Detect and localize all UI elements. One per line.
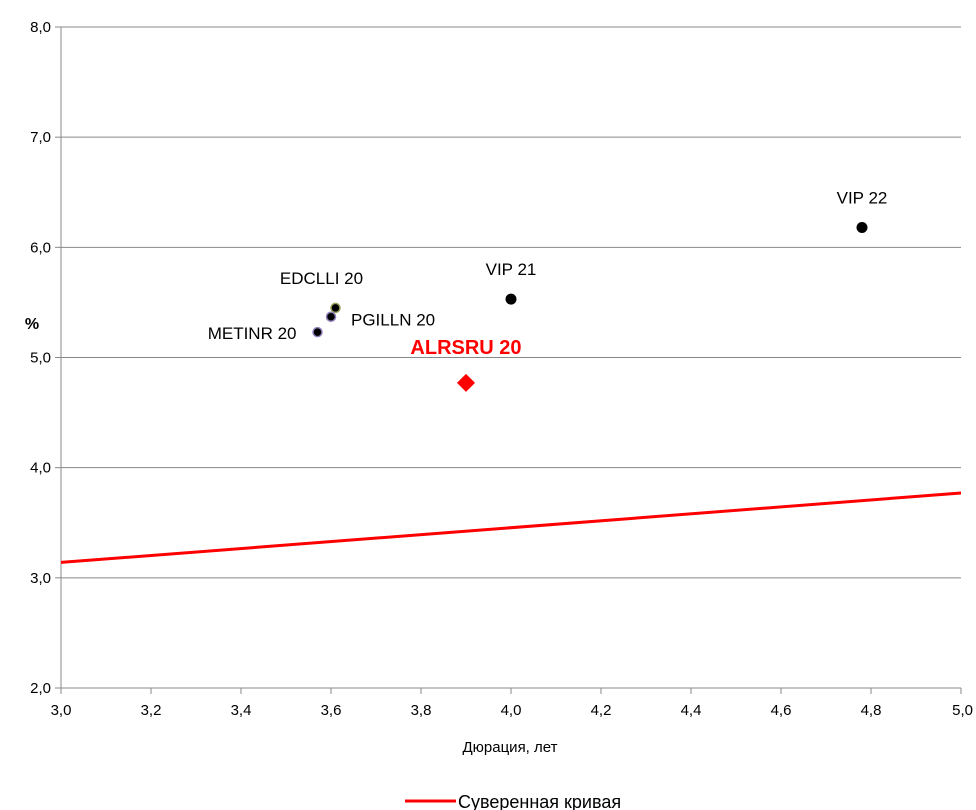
- point-label-vip-22: VIP 22: [837, 189, 888, 208]
- x-tick-label: 3,2: [141, 702, 162, 719]
- y-tick-label: 5,0: [30, 350, 51, 367]
- x-tick-label: 3,4: [231, 702, 252, 719]
- y-tick-label: 4,0: [30, 460, 51, 477]
- point-label-pgilln-20: PGILLN 20: [351, 311, 435, 330]
- point-edclli-20: [330, 302, 341, 314]
- y-tick-label: 8,0: [30, 19, 51, 36]
- point-vip-21: [505, 293, 517, 305]
- legend: Суверенная кривая: [405, 792, 621, 810]
- point-label-edclli-20: EDCLLI 20: [280, 269, 363, 288]
- x-tick-label: 5,0: [952, 702, 973, 719]
- x-tick-label: 4,6: [771, 702, 792, 719]
- x-tick-label: 3,6: [321, 702, 342, 719]
- x-tick-label: 3,8: [411, 702, 432, 719]
- point-label-metinr-20: METINR 20: [208, 324, 297, 343]
- x-axis-title: Дюрация, лет: [463, 739, 558, 756]
- x-tick-labels: 3,0 3,2 3,4 3,6 3,8 4,0 4,2 4,4 4,6 4,8 5,0: [51, 702, 973, 719]
- x-tick-label: 4,4: [681, 702, 702, 719]
- legend-label-sovereign-curve: Суверенная кривая: [458, 792, 621, 810]
- y-tick-label: 3,0: [30, 570, 51, 587]
- y-tick-labels: 2,0 3,0 4,0 5,0 6,0 7,0 8,0: [30, 19, 51, 697]
- point-vip-22: [856, 222, 868, 234]
- x-tick-label: 3,0: [51, 702, 72, 719]
- point-metinr-20: [312, 326, 323, 338]
- axes: [55, 26, 962, 694]
- series-line-sovereign-curve: [60, 491, 962, 564]
- scatter-points: [312, 222, 868, 392]
- y-axis-title: %: [25, 316, 39, 333]
- x-tick-label: 4,0: [501, 702, 522, 719]
- point-label-alrsru-20: ALRSRU 20: [410, 337, 521, 359]
- x-tick-label: 4,2: [591, 702, 612, 719]
- point-alrsru-20: [457, 373, 475, 392]
- gridlines: [61, 26, 961, 579]
- point-labels: VIP 22 VIP 21 EDCLLI 20 PGILLN 20 METINR 20 A…: [208, 189, 888, 359]
- point-pgilln-20: [325, 311, 337, 322]
- series-lines: [60, 491, 962, 564]
- y-tick-label: 6,0: [30, 239, 51, 256]
- x-tick-label: 4,8: [861, 702, 882, 719]
- point-label-vip-21: VIP 21: [486, 260, 537, 279]
- y-tick-label: 2,0: [30, 680, 51, 697]
- y-tick-label: 7,0: [30, 129, 51, 146]
